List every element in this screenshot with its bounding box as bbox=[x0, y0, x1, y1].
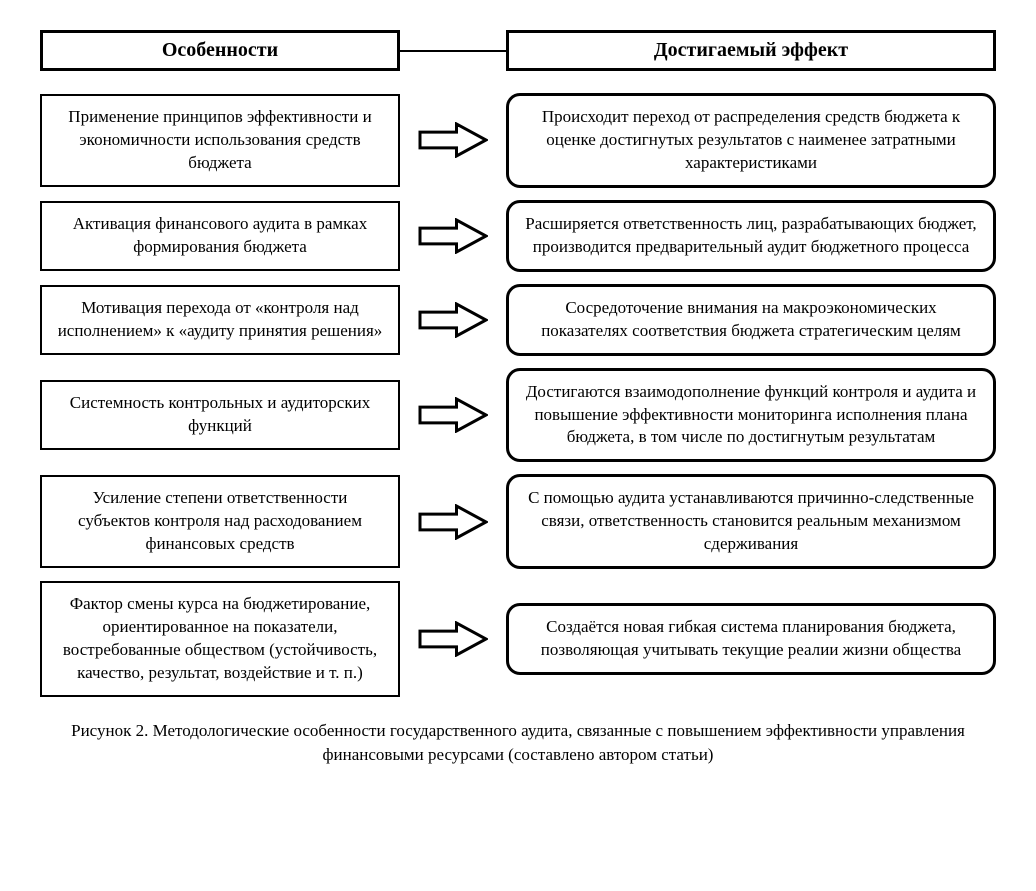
arrow-cell bbox=[400, 621, 506, 657]
effect-box: Достигаются взаимодополнение функций кон… bbox=[506, 368, 996, 463]
header-right-text: Достигаемый эффект bbox=[654, 39, 848, 61]
effect-box: Создаётся новая гибкая система планирова… bbox=[506, 603, 996, 675]
rows-container: Применение принципов эффективности и эко… bbox=[40, 93, 996, 697]
feature-box: Активация финансового аудита в рамках фо… bbox=[40, 201, 400, 271]
header-row: Особенности Достигаемый эффект bbox=[40, 30, 996, 71]
arrow-cell bbox=[400, 218, 506, 254]
arrow-right-icon bbox=[418, 218, 488, 254]
arrow-right-icon bbox=[418, 397, 488, 433]
arrow-cell bbox=[400, 397, 506, 433]
diagram-row: Мотивация перехода от «контроля над испо… bbox=[40, 284, 996, 356]
arrow-right-icon bbox=[418, 122, 488, 158]
arrow-right-icon bbox=[418, 302, 488, 338]
figure-caption: Рисунок 2. Методологические особенности … bbox=[40, 719, 996, 767]
feature-box: Мотивация перехода от «контроля над испо… bbox=[40, 285, 400, 355]
effect-box: Происходит переход от распределения сред… bbox=[506, 93, 996, 188]
arrow-cell bbox=[400, 302, 506, 338]
header-right-box: Достигаемый эффект bbox=[506, 30, 996, 71]
diagram-row: Применение принципов эффективности и эко… bbox=[40, 93, 996, 188]
diagram-row: Системность контрольных и аудиторских фу… bbox=[40, 368, 996, 463]
effect-box: Сосредоточение внимания на макроэкономич… bbox=[506, 284, 996, 356]
feature-box: Применение принципов эффективности и эко… bbox=[40, 94, 400, 187]
diagram-row: Усиление степени ответственности субъект… bbox=[40, 474, 996, 569]
feature-box: Усиление степени ответственности субъект… bbox=[40, 475, 400, 568]
effect-box: С помощью аудита устанавливаются причинн… bbox=[506, 474, 996, 569]
arrow-cell bbox=[400, 504, 506, 540]
arrow-cell bbox=[400, 122, 506, 158]
feature-box: Системность контрольных и аудиторских фу… bbox=[40, 380, 400, 450]
diagram-row: Активация финансового аудита в рамках фо… bbox=[40, 200, 996, 272]
effect-box: Расширяется ответственность лиц, разраба… bbox=[506, 200, 996, 272]
header-left-box: Особенности bbox=[40, 30, 400, 71]
header-connector-line bbox=[400, 50, 506, 52]
header-left-text: Особенности bbox=[162, 39, 278, 61]
arrow-right-icon bbox=[418, 504, 488, 540]
arrow-right-icon bbox=[418, 621, 488, 657]
feature-box: Фактор смены курса на бюджетирование, ор… bbox=[40, 581, 400, 697]
diagram-row: Фактор смены курса на бюджетирование, ор… bbox=[40, 581, 996, 697]
